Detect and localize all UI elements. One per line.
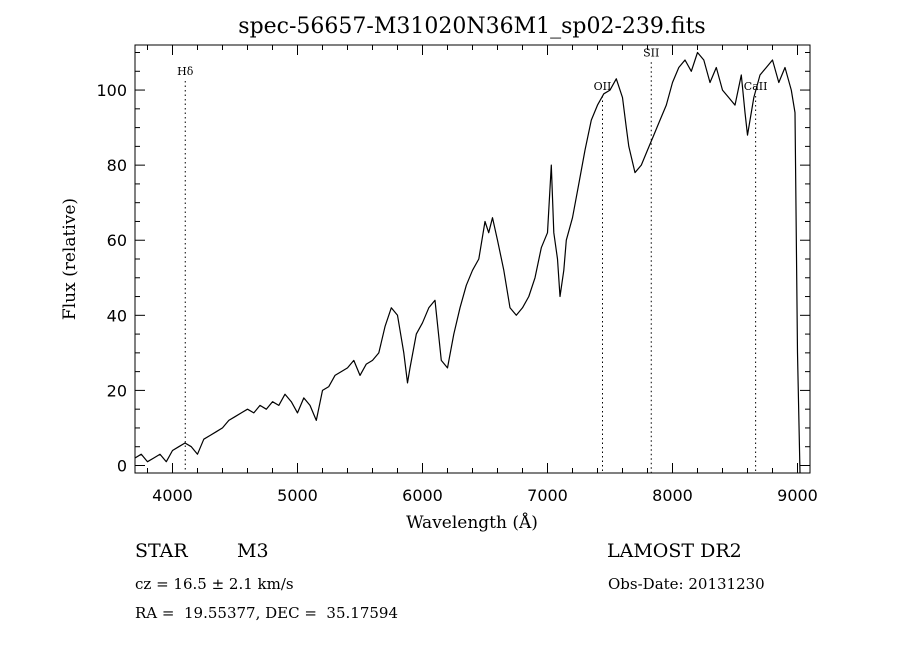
redshift-cz: cz = 16.5 ± 2.1 km/s — [135, 575, 294, 593]
y-tick-label: 60 — [107, 231, 127, 250]
ra-dec-coordinates: RA = 19.55377, DEC = 35.17594 — [135, 604, 399, 622]
chart-title: spec-56657-M31020N36M1_sp02-239.fits — [238, 14, 705, 39]
x-tick-label: 5000 — [277, 486, 318, 505]
observation-date: Obs-Date: 20131230 — [608, 575, 765, 593]
spectrum-line — [134, 51, 801, 474]
x-tick-label: 6000 — [402, 486, 443, 505]
y-tick-label: 20 — [107, 381, 127, 400]
y-tick-label: 100 — [96, 81, 127, 100]
y-tick-labels: 0 20 40 60 80 100 — [96, 81, 127, 475]
x-tick-label: 4000 — [152, 486, 193, 505]
x-tick-labels: 4000 5000 6000 7000 8000 9000 — [152, 486, 818, 505]
y-tick-label: 80 — [107, 156, 127, 175]
survey-name: LAMOST DR2 — [607, 540, 742, 562]
line-label: CaII — [744, 80, 768, 93]
line-label: SII — [643, 46, 659, 59]
object-subclass: M3 — [237, 540, 269, 562]
spectral-line-markers: Hδ OII SII CaII — [177, 46, 767, 473]
x-tick-label: 8000 — [652, 486, 693, 505]
line-label: OII — [594, 80, 612, 93]
x-tick-label: 7000 — [527, 486, 568, 505]
line-label: Hδ — [177, 65, 194, 78]
x-tick-label: 9000 — [777, 486, 818, 505]
y-axis-label: Flux (relative) — [60, 198, 80, 320]
y-tick-label: 0 — [117, 456, 127, 475]
y-tick-label: 40 — [107, 306, 127, 325]
plot-frame — [134, 44, 811, 474]
object-class: STAR — [135, 540, 188, 562]
x-axis-label: Wavelength (Å) — [406, 512, 538, 533]
axis-ticks — [135, 45, 810, 473]
